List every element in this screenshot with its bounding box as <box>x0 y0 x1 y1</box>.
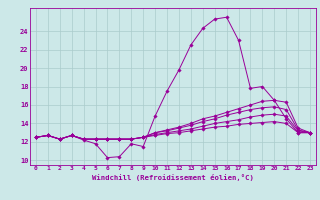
X-axis label: Windchill (Refroidissement éolien,°C): Windchill (Refroidissement éolien,°C) <box>92 174 254 181</box>
